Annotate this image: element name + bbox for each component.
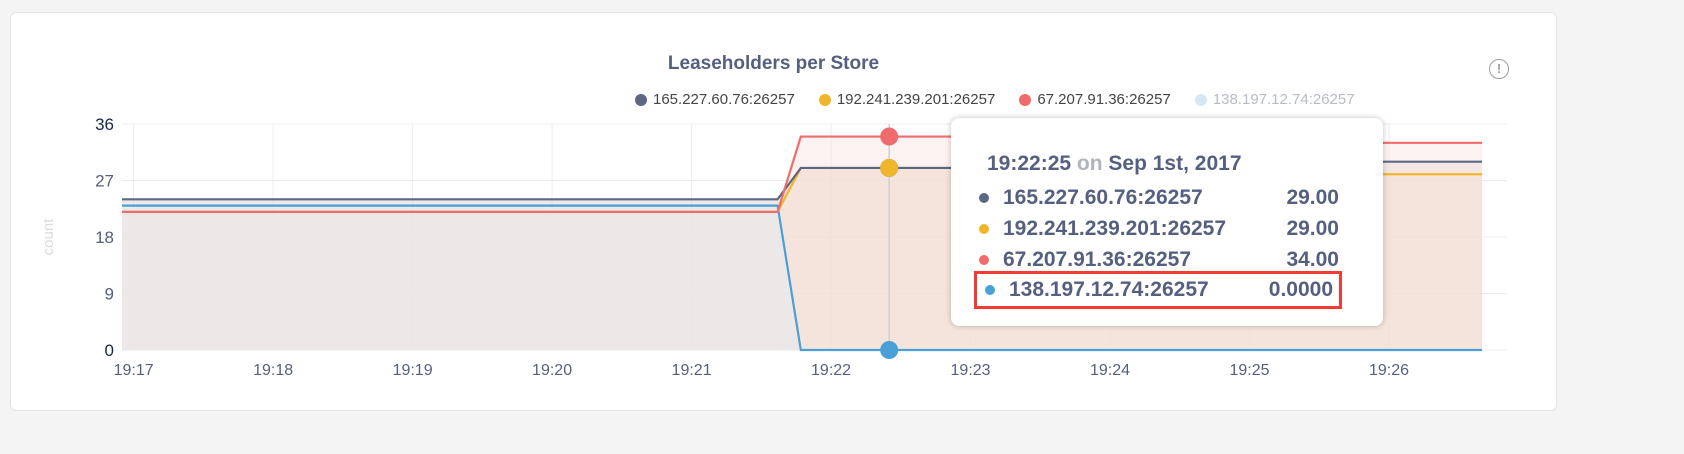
tooltip-on: on: [1076, 152, 1103, 175]
tooltip-value: 34.00: [1286, 248, 1339, 271]
tooltip-series: 67.207.91.36:26257: [1003, 248, 1192, 271]
legend-item[interactable]: 67.207.91.36:26257: [1019, 91, 1171, 108]
tooltip-series: 165.227.60.76:26257: [1003, 186, 1203, 209]
x-tick-label: 19:20: [532, 362, 572, 379]
hover-point: [880, 341, 899, 359]
tooltip-header: 19:22:25 on Sep 1st, 2017: [987, 152, 1242, 176]
tooltip-value: 29.00: [1286, 217, 1339, 240]
legend: 165.227.60.76:26257 192.241.239.201:2625…: [635, 91, 1355, 108]
legend-item[interactable]: 165.227.60.76:26257: [635, 91, 795, 108]
hover-point: [880, 127, 899, 146]
legend-item[interactable]: 138.197.12.74:26257: [1194, 91, 1355, 108]
tooltip-row-highlighted: 138.197.12.74:26257 0.0000: [974, 271, 1342, 309]
y-tick-label: 9: [105, 285, 114, 304]
y-tick-label: 36: [95, 115, 114, 134]
x-tick-label: 19:26: [1369, 362, 1409, 379]
x-tick-label: 19:17: [114, 362, 154, 379]
series-line: [122, 204, 1482, 352]
tooltip-series: 192.241.239.201:26257: [1003, 217, 1227, 240]
y-tick-label: 27: [95, 172, 114, 191]
y-tick-label: 0: [105, 341, 114, 360]
tooltip: 19:22:25 on Sep 1st, 2017 165.227.60.76:…: [951, 118, 1383, 326]
legend-dot: [818, 93, 831, 106]
x-tick-label: 19:21: [672, 362, 712, 379]
x-tick-label: 19:18: [253, 362, 293, 379]
legend-label: 138.197.12.74:26257: [1212, 91, 1355, 108]
tooltip-date: Sep 1st, 2017: [1108, 152, 1242, 175]
legend-dot: [1194, 93, 1207, 106]
y-tick-label: 18: [95, 228, 114, 247]
legend-label: 165.227.60.76:26257: [653, 91, 795, 108]
y-axis-label: count: [40, 218, 57, 256]
legend-label: 67.207.91.36:26257: [1037, 91, 1171, 108]
tooltip-value: 0.0000: [1268, 278, 1333, 301]
x-tick-label: 19:23: [951, 362, 991, 379]
series-dot: [979, 224, 989, 234]
tooltip-value: 29.00: [1286, 186, 1339, 209]
series-dot: [979, 255, 989, 265]
x-tick-label: 19:24: [1090, 362, 1130, 379]
x-tick-label: 19:22: [811, 362, 851, 379]
series-dot: [985, 285, 995, 295]
legend-item[interactable]: 192.241.239.201:26257: [818, 91, 996, 108]
tooltip-series: 138.197.12.74:26257: [1009, 278, 1209, 301]
tooltip-row: 165.227.60.76:26257 29.00: [979, 182, 1339, 214]
series-dot: [979, 193, 989, 203]
tooltip-row: 67.207.91.36:26257 34.00: [979, 244, 1339, 276]
tooltip-row: 192.241.239.201:26257 29.00: [979, 213, 1339, 245]
tooltip-time: 19:22:25: [987, 152, 1072, 175]
x-tick-label: 19:25: [1229, 362, 1269, 379]
legend-dot: [1019, 93, 1032, 106]
legend-dot: [635, 93, 647, 106]
legend-label: 192.241.239.201:26257: [836, 91, 996, 108]
chart-title: Leaseholders per Store: [667, 53, 880, 74]
hover-point: [880, 158, 899, 177]
x-tick-label: 19:19: [393, 362, 433, 379]
info-circle-icon[interactable]: !: [1489, 59, 1509, 79]
series-area: [122, 205, 1482, 350]
